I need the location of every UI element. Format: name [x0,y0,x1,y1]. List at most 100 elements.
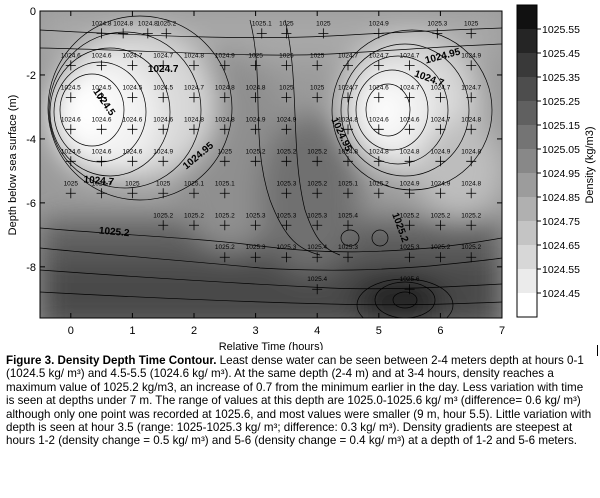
data-point-label: 1025.3 [338,244,358,251]
data-point-label: 1024.8 [246,84,266,91]
data-point-label: 1025 [279,20,294,27]
colorbar-tick-label: 1024.55 [542,264,580,276]
data-point: 1025.1 [338,180,358,199]
data-point: 1024.7 [461,84,482,103]
data-point-marker [96,124,107,135]
data-point-label: 1025 [310,84,325,91]
data-point-label: 1024.7 [461,84,481,91]
data-point-label: 1024.6 [369,116,389,123]
data-point-marker [219,188,230,199]
data-point-label: 1025 [218,148,233,155]
data-point: 1024.7 [430,84,451,103]
data-point-label: 1024.8 [215,84,235,91]
data-point-marker [281,60,292,71]
data-point-marker [435,188,446,199]
data-point-marker [466,156,477,167]
data-point-label: 1024.9 [276,116,296,123]
data-point-marker [96,28,107,39]
data-point: 1025 [279,52,294,71]
data-point-marker [250,220,261,231]
data-point-marker [65,188,76,199]
data-point-label: 1025.1 [338,180,358,187]
data-point: 1025.2 [307,148,328,167]
data-point: 1024.8 [184,52,204,71]
data-point: 1025 [218,148,233,167]
data-point-marker [96,92,107,103]
data-point-label: 1024.6 [122,148,142,155]
data-point: 1025.3 [400,244,420,263]
data-point-label: 1024.9 [400,180,420,187]
data-point: 1025 [316,20,331,39]
data-point-marker [96,60,107,71]
data-point-label: 1025.2 [307,180,327,187]
data-point-label: 1024.9 [461,52,481,59]
data-point: 1025.6 [400,276,420,295]
y-axis-label: Depth below sea surface (m) [7,95,19,236]
data-point-label: 1025 [125,180,140,187]
data-point: 1024.8 [461,148,482,167]
x-tick-label: 7 [499,325,505,337]
data-point: 1025 [279,20,294,39]
x-tick-label: 2 [191,325,197,337]
data-point: 1025.1 [215,180,235,199]
data-point: 1024.6 [92,52,112,71]
colorbar-band [517,5,537,30]
data-point: 1025.3 [338,244,358,263]
colorbar-tick-label: 1025.55 [542,24,580,36]
data-point-marker [189,60,199,71]
data-point-marker [373,28,384,39]
data-point-marker [65,92,76,103]
data-point-label: 1024.8 [369,148,389,155]
data-point-marker [189,124,199,135]
data-point-marker [343,156,353,167]
data-point-marker [127,92,138,103]
data-point: 1025.2 [156,20,177,39]
data-point: 1024.9 [246,116,266,135]
data-point-label: 1024.7 [400,84,420,91]
data-point-marker [466,28,477,39]
data-point-label: 1025 [464,20,479,27]
data-point: 1024.6 [92,148,112,167]
data-point-label: 1025.1 [215,180,235,187]
data-point-marker [466,92,477,103]
data-point-label: 1024.7 [369,52,389,59]
data-point-marker [373,124,384,135]
data-point-label: 1024.6 [61,116,81,123]
data-point: 1024.7 [338,52,358,71]
data-point-label: 1025.4 [338,212,358,219]
data-point-marker [281,156,292,167]
data-point-label: 1024.6 [400,116,420,123]
data-point: 1024.8 [400,148,420,167]
data-point: 1024.6 [61,116,81,135]
data-point: 1024.9 [400,180,420,199]
data-point: 1024.6 [369,84,389,103]
data-point-marker [404,124,415,135]
data-point-label: 1025.4 [307,244,327,251]
colorbar-tick-label: 1025.35 [542,72,580,84]
data-point-marker [373,188,384,199]
data-point-marker [158,220,169,231]
data-point-label: 1024.6 [92,148,112,155]
data-point-label: 1024.8 [461,180,481,187]
data-point-label: 1024.7 [430,116,450,123]
data-point-marker [127,124,138,135]
data-point-label: 1024.6 [61,148,81,155]
data-point-label: 1024.5 [122,84,142,91]
data-point-marker [312,60,323,71]
data-point-label: 1025.2 [246,148,266,155]
data-point: 1024.9 [153,148,174,167]
data-point-marker [158,156,169,167]
data-point-label: 1025 [279,84,294,91]
figure-caption: Figure 3. Density Depth Time Contour. Le… [6,354,592,448]
data-point: 1024.7 [184,84,204,103]
colorbar-band [517,149,537,174]
colorbar-tick-label: 1025.25 [542,96,580,108]
data-point-marker [404,92,415,103]
data-point-marker [373,60,384,71]
colorbar-band [517,173,537,198]
colorbar-tick-label: 1024.75 [542,216,580,228]
data-point-marker [219,252,230,263]
data-point-label: 1024.7 [338,52,358,59]
data-point: 1024.9 [369,20,389,39]
data-point: 1024.8 [113,20,133,39]
